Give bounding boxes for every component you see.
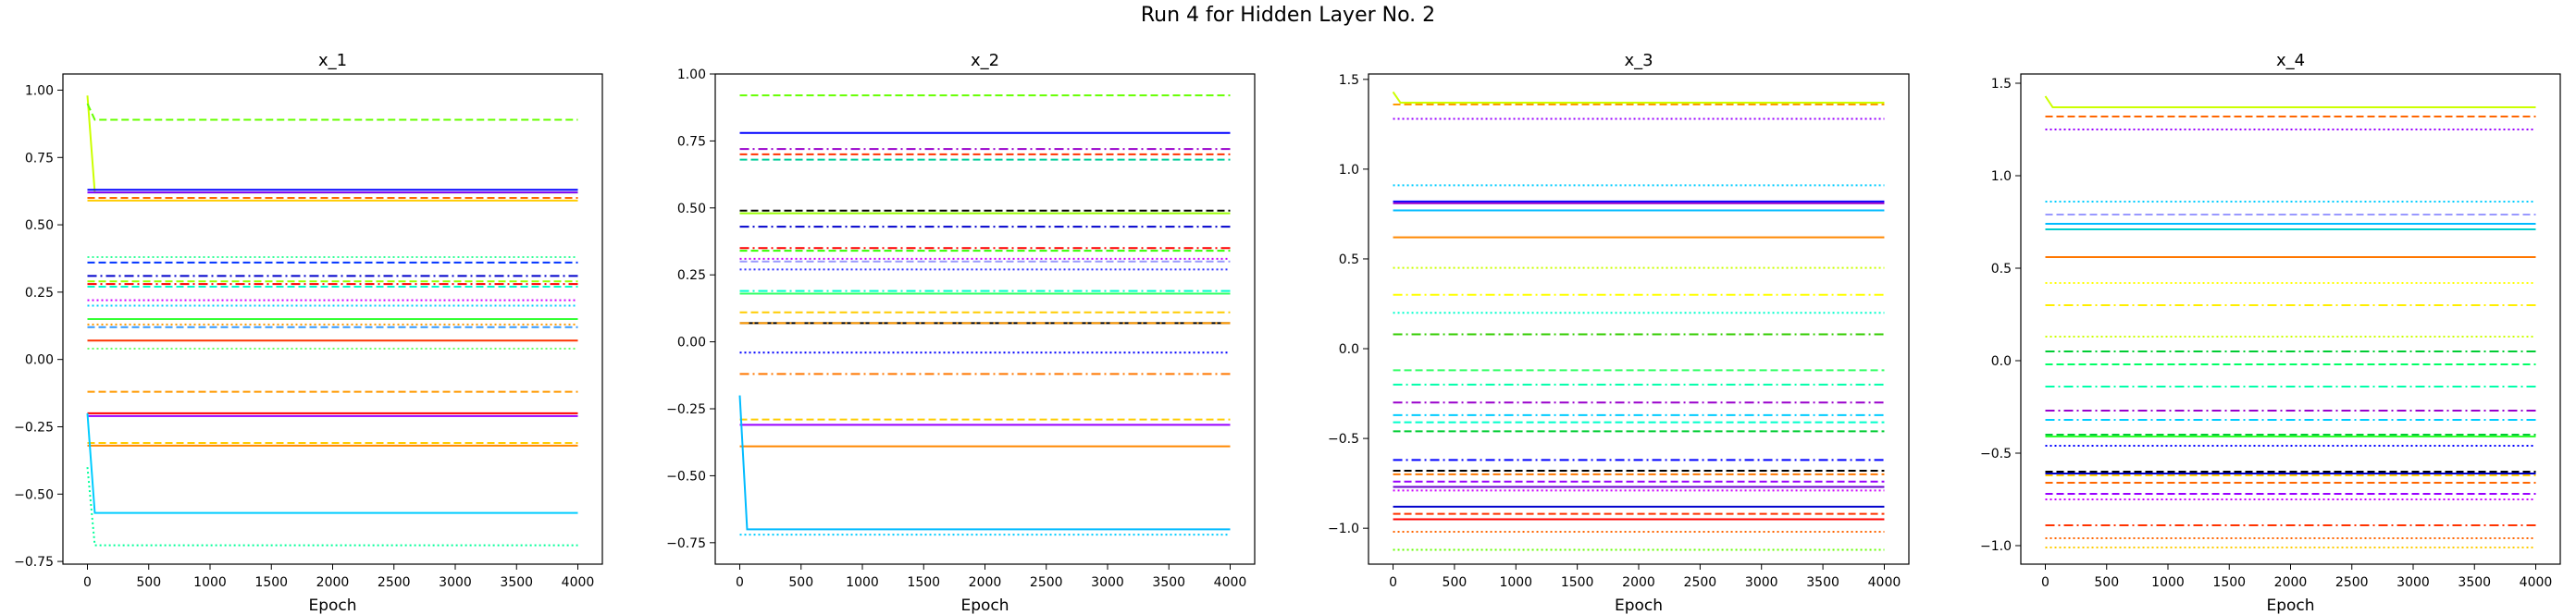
x-tick-label: 1000 <box>846 575 879 590</box>
y-tick-label: 0.75 <box>25 151 54 166</box>
x-tick-label: 500 <box>136 575 161 590</box>
chart-panel-4: 0 500 1000 1500 2000 2500 3000 3500 4000 −1.0 −0.5… <box>1980 51 2561 615</box>
x-tick-label: 3000 <box>439 575 472 590</box>
y-tick-label: 0.0 <box>1339 342 1359 357</box>
x-tick-label: 2000 <box>316 575 350 590</box>
y-tick-label: −0.75 <box>666 536 706 551</box>
y-tick-label: −0.50 <box>14 487 54 502</box>
x-tick-label: 4000 <box>562 575 595 590</box>
series-group <box>738 94 1231 536</box>
y-tick-label: −0.50 <box>666 469 706 484</box>
series-group <box>2044 95 2536 548</box>
x-tick-label: 1500 <box>907 575 940 590</box>
chart-title: x_1 <box>318 51 347 70</box>
y-tick-label: 0.00 <box>25 353 54 368</box>
x-tick-label: 500 <box>1443 575 1468 590</box>
x-tick-label: 1000 <box>193 575 227 590</box>
series-group <box>1392 91 1885 551</box>
y-tick-label: 1.5 <box>1991 77 2012 92</box>
y-tick-label: −0.5 <box>1980 447 2012 461</box>
x-tick-label: 2500 <box>378 575 411 590</box>
y-tick-label: −0.5 <box>1328 432 1359 447</box>
x-tick-label: 4000 <box>1868 575 1901 590</box>
x-tick-label: 3500 <box>1806 575 1839 590</box>
x-tick-label: 0 <box>1389 575 1397 590</box>
y-tick-label: 0.75 <box>677 134 706 149</box>
x-tick-label: 3000 <box>1745 575 1778 590</box>
x-tick-label: 2000 <box>1622 575 1655 590</box>
y-tick-label: 0.50 <box>25 218 54 233</box>
y-tick-label: 1.00 <box>25 83 54 98</box>
x-tick-label: 4000 <box>2520 575 2553 590</box>
y-tick-label: 0.5 <box>1991 262 2012 277</box>
series-line-25 <box>86 412 578 514</box>
x-tick-label: 3500 <box>2458 575 2491 590</box>
x-tick-label: 1000 <box>2151 575 2185 590</box>
x-tick-label: 1500 <box>1561 575 1594 590</box>
y-tick-label: −1.0 <box>1980 539 2012 554</box>
y-tick-label: 0.25 <box>677 268 706 283</box>
series-line-2 <box>86 103 578 121</box>
x-tick-label: 3500 <box>500 575 533 590</box>
chart-title: x_2 <box>971 51 999 70</box>
x-tick-label: 3500 <box>1152 575 1185 590</box>
y-tick-label: −0.25 <box>14 420 54 435</box>
y-tick-label: 1.5 <box>1339 73 1359 88</box>
series-line-1 <box>1392 91 1885 105</box>
x-tick-label: 3000 <box>1091 575 1124 590</box>
x-tick-label: 4000 <box>1214 575 1247 590</box>
x-axis-label: Epoch <box>960 597 1009 615</box>
chart-title: x_3 <box>1624 51 1653 70</box>
y-tick-label: 0.25 <box>25 286 54 301</box>
axes-frame <box>2020 73 2561 565</box>
y-tick-label: 1.00 <box>677 68 706 82</box>
x-axis-label: Epoch <box>1615 597 1663 615</box>
figure-title: Run 4 for Hidden Layer No. 2 <box>1140 4 1436 27</box>
chart-panel-3: 0 500 1000 1500 2000 2500 3000 3500 4000 −1.0 −0.5… <box>1328 51 1910 615</box>
y-tick-label: 0.0 <box>1991 354 2012 369</box>
x-tick-label: 1000 <box>1499 575 1532 590</box>
y-tick-label: 1.0 <box>1991 169 2012 184</box>
x-tick-label: 0 <box>736 575 744 590</box>
x-tick-label: 1500 <box>2212 575 2246 590</box>
x-tick-label: 2500 <box>1030 575 1063 590</box>
series-line-1 <box>86 95 578 194</box>
chart-title: x_4 <box>2276 51 2305 70</box>
x-tick-label: 2500 <box>2335 575 2369 590</box>
y-tick-label: 1.0 <box>1339 163 1359 178</box>
x-tick-label: 2000 <box>2274 575 2308 590</box>
y-tick-label: 0.50 <box>677 202 706 216</box>
x-axis-label: Epoch <box>2266 597 2314 615</box>
series-line-24 <box>738 395 1231 531</box>
series-line-26 <box>86 467 578 547</box>
series-group <box>86 95 578 547</box>
x-tick-label: 0 <box>2041 575 2050 590</box>
y-tick-label: 0.00 <box>677 336 706 351</box>
x-tick-label: 2000 <box>969 575 1002 590</box>
y-tick-label: −0.75 <box>14 555 54 570</box>
x-tick-label: 500 <box>788 575 813 590</box>
chart-panel-2: 0 500 1000 1500 2000 2500 3000 3500 4000 −0.75 −0.… <box>666 51 1256 615</box>
y-tick-label: −0.25 <box>666 402 706 417</box>
chart-panel-1: 0 500 1000 1500 2000 2500 3000 3500 4000 −0.75 −0.… <box>14 51 603 615</box>
axes-frame <box>714 73 1256 565</box>
x-tick-label: 3000 <box>2396 575 2430 590</box>
y-tick-label: 0.5 <box>1339 252 1359 267</box>
x-tick-label: 2500 <box>1684 575 1717 590</box>
x-tick-label: 1500 <box>254 575 288 590</box>
y-tick-label: −1.0 <box>1328 522 1359 536</box>
x-axis-label: Epoch <box>308 597 356 615</box>
x-tick-label: 500 <box>2094 575 2119 590</box>
series-line-1 <box>2044 95 2536 108</box>
x-tick-label: 0 <box>83 575 92 590</box>
